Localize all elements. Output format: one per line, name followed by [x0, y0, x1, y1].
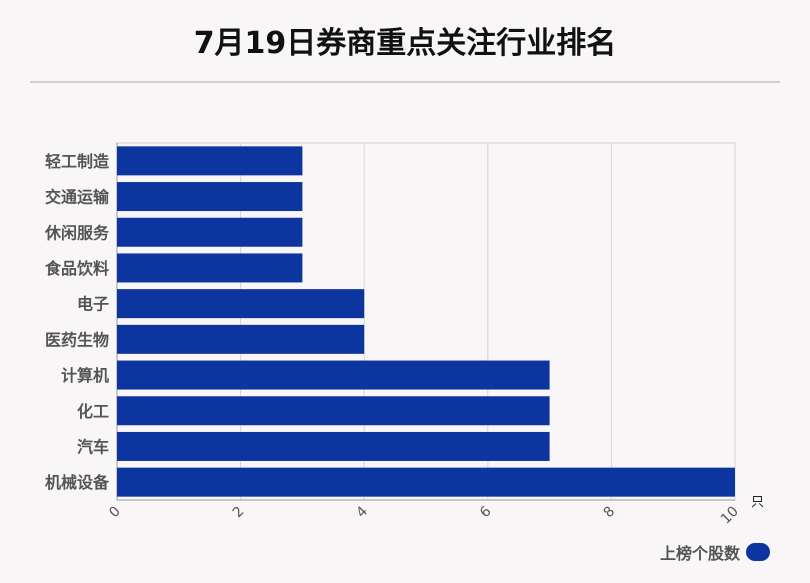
category-label: 休闲服务: [44, 223, 110, 242]
category-label: 化工: [77, 402, 109, 421]
category-label: 医药生物: [45, 330, 109, 349]
x-tick-label: 4: [353, 503, 371, 521]
bar[interactable]: [117, 360, 550, 390]
bar[interactable]: [117, 467, 735, 497]
bar[interactable]: [117, 253, 303, 283]
bar[interactable]: [117, 431, 550, 461]
category-label: 食品饮料: [44, 259, 109, 278]
bar[interactable]: [117, 217, 303, 247]
x-tick-label: 8: [601, 504, 619, 522]
category-label: 机械设备: [45, 473, 110, 492]
bar[interactable]: [117, 182, 303, 212]
category-label: 电子: [77, 295, 109, 314]
x-tick-label: 6: [477, 503, 495, 521]
bars: [117, 146, 735, 497]
x-tick-label: 10: [718, 504, 742, 528]
x-tick-labels: 0 2 4 6 8 10: [106, 503, 742, 527]
chart-title: 7月19日券商重点关注行业排名: [193, 26, 617, 61]
legend[interactable]: 上榜个股数: [660, 540, 770, 564]
x-tick-label: 2: [230, 504, 248, 522]
category-label: 汽车: [77, 437, 109, 456]
category-label: 轻工制造: [45, 152, 110, 171]
category-label: 计算机: [61, 366, 109, 385]
legend-swatch: [746, 543, 770, 561]
bar[interactable]: [117, 396, 550, 426]
bar[interactable]: [117, 324, 365, 354]
x-unit-label: 只: [751, 495, 764, 510]
legend-label: 上榜个股数: [659, 544, 740, 563]
bar[interactable]: [117, 289, 365, 319]
category-label: 交通运输: [45, 188, 110, 207]
bar[interactable]: [117, 146, 303, 176]
x-tick-label: 0: [106, 504, 124, 522]
title-divider: [30, 81, 780, 83]
